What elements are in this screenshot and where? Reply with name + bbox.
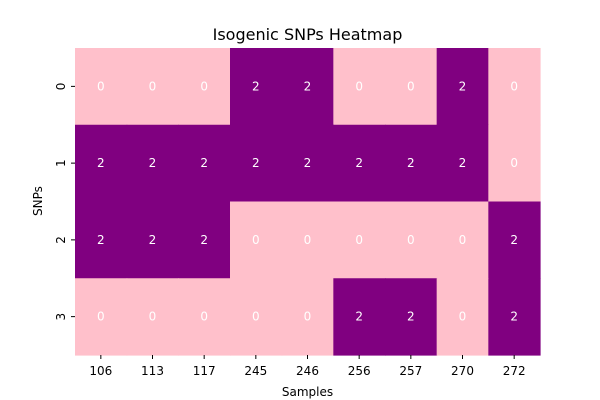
cell-value-label: 0 bbox=[355, 79, 363, 93]
y-axis-ticks: 0 1 2 3 bbox=[54, 83, 75, 321]
cell-value-label: 0 bbox=[200, 310, 208, 324]
cell-value-label: 0 bbox=[407, 79, 415, 93]
heatmap-cell bbox=[333, 278, 386, 356]
heatmap-cell bbox=[178, 278, 231, 356]
heatmap-cell bbox=[488, 278, 541, 356]
cell-value-label: 0 bbox=[510, 79, 518, 93]
heatmap-cell bbox=[178, 201, 231, 279]
y-tick-label: 1 bbox=[54, 159, 68, 167]
x-tick-label: 106 bbox=[89, 364, 112, 378]
heatmap-cell bbox=[436, 48, 489, 126]
heatmap-cell bbox=[126, 201, 179, 279]
heatmap-cell bbox=[385, 278, 438, 356]
heatmap-cell bbox=[281, 48, 334, 126]
heatmap-cell bbox=[230, 278, 283, 356]
cell-value-label: 2 bbox=[200, 156, 208, 170]
cell-value-label: 0 bbox=[149, 79, 157, 93]
cell-value-label: 0 bbox=[97, 79, 105, 93]
cell-value-label: 2 bbox=[200, 233, 208, 247]
cell-value-label: 2 bbox=[459, 156, 467, 170]
cell-value-label: 0 bbox=[252, 310, 260, 324]
cell-value-label: 2 bbox=[252, 156, 260, 170]
cell-value-label: 0 bbox=[459, 233, 467, 247]
cell-value-label: 2 bbox=[149, 233, 157, 247]
cell-value-label: 2 bbox=[252, 79, 260, 93]
heatmap-cell bbox=[436, 124, 489, 203]
cell-value-label: 2 bbox=[304, 156, 312, 170]
x-tick-label: 256 bbox=[348, 364, 371, 378]
y-axis-label: SNPs bbox=[31, 186, 45, 216]
x-tick-label: 270 bbox=[451, 364, 474, 378]
heatmap-cell bbox=[75, 278, 128, 356]
x-tick-label: 246 bbox=[296, 364, 319, 378]
x-tick-label: 117 bbox=[193, 364, 216, 378]
cell-value-label: 0 bbox=[304, 233, 312, 247]
y-tick-label: 3 bbox=[54, 313, 68, 321]
x-tick-label: 257 bbox=[399, 364, 422, 378]
cell-value-label: 0 bbox=[304, 310, 312, 324]
x-axis-label: Samples bbox=[282, 385, 333, 399]
heatmap-cell bbox=[126, 278, 179, 356]
y-tick-label: 0 bbox=[54, 83, 68, 91]
cell-value-label: 2 bbox=[510, 233, 518, 247]
heatmap-cell bbox=[178, 48, 231, 126]
heatmap-cell bbox=[75, 124, 128, 203]
heatmap-cell bbox=[333, 124, 386, 203]
x-axis-ticks: 106 113 117 245 246 256 257 270 272 bbox=[89, 355, 526, 378]
heatmap-cell bbox=[281, 201, 334, 279]
x-tick-label: 113 bbox=[141, 364, 164, 378]
cell-value-label: 2 bbox=[97, 156, 105, 170]
cell-value-label: 0 bbox=[252, 233, 260, 247]
y-tick-label: 2 bbox=[54, 236, 68, 244]
x-tick-label: 272 bbox=[503, 364, 526, 378]
cell-value-label: 2 bbox=[355, 310, 363, 324]
cell-value-label: 0 bbox=[459, 310, 467, 324]
heatmap-cell bbox=[333, 201, 386, 279]
heatmap-cell bbox=[333, 48, 386, 126]
heatmap-cell bbox=[126, 124, 179, 203]
cell-value-label: 2 bbox=[407, 156, 415, 170]
cell-value-label: 0 bbox=[510, 156, 518, 170]
heatmap-cell bbox=[488, 201, 541, 279]
heatmap-cell bbox=[385, 48, 438, 126]
cell-value-label: 0 bbox=[200, 79, 208, 93]
heatmap-cell bbox=[230, 124, 283, 203]
cell-value-label: 2 bbox=[97, 233, 105, 247]
cell-value-label: 2 bbox=[510, 310, 518, 324]
heatmap-cell bbox=[75, 201, 128, 279]
heatmap-cell bbox=[230, 48, 283, 126]
heatmap-cell bbox=[488, 124, 541, 203]
chart-title: Isogenic SNPs Heatmap bbox=[213, 25, 403, 44]
heatmap-cell bbox=[178, 124, 231, 203]
cell-value-label: 0 bbox=[407, 233, 415, 247]
heatmap-cell bbox=[385, 124, 438, 203]
heatmap-cell bbox=[488, 48, 541, 126]
heatmap-cell bbox=[126, 48, 179, 126]
heatmap-cell bbox=[75, 48, 128, 126]
heatmap-cell bbox=[281, 124, 334, 203]
heatmap-cell bbox=[436, 278, 489, 356]
heatmap-cell bbox=[436, 201, 489, 279]
x-tick-label: 245 bbox=[244, 364, 267, 378]
cell-value-label: 0 bbox=[149, 310, 157, 324]
cell-value-label: 2 bbox=[459, 79, 467, 93]
heatmap-cell bbox=[230, 201, 283, 279]
cell-value-label: 2 bbox=[407, 310, 415, 324]
cell-value-label: 0 bbox=[355, 233, 363, 247]
cell-value-label: 2 bbox=[355, 156, 363, 170]
heatmap-cell bbox=[281, 278, 334, 356]
heatmap-annotations: 0 0 0 2 2 0 0 2 0 2 2 2 2 2 2 2 2 0 2 2 2 0 0 0 0 0 2 0 0 0 0 0 2 2 0 2 bbox=[97, 79, 518, 323]
cell-value-label: 2 bbox=[304, 79, 312, 93]
cell-value-label: 0 bbox=[97, 310, 105, 324]
cell-value-label: 2 bbox=[149, 156, 157, 170]
heatmap-cells bbox=[75, 48, 541, 356]
heatmap-cell bbox=[385, 201, 438, 279]
